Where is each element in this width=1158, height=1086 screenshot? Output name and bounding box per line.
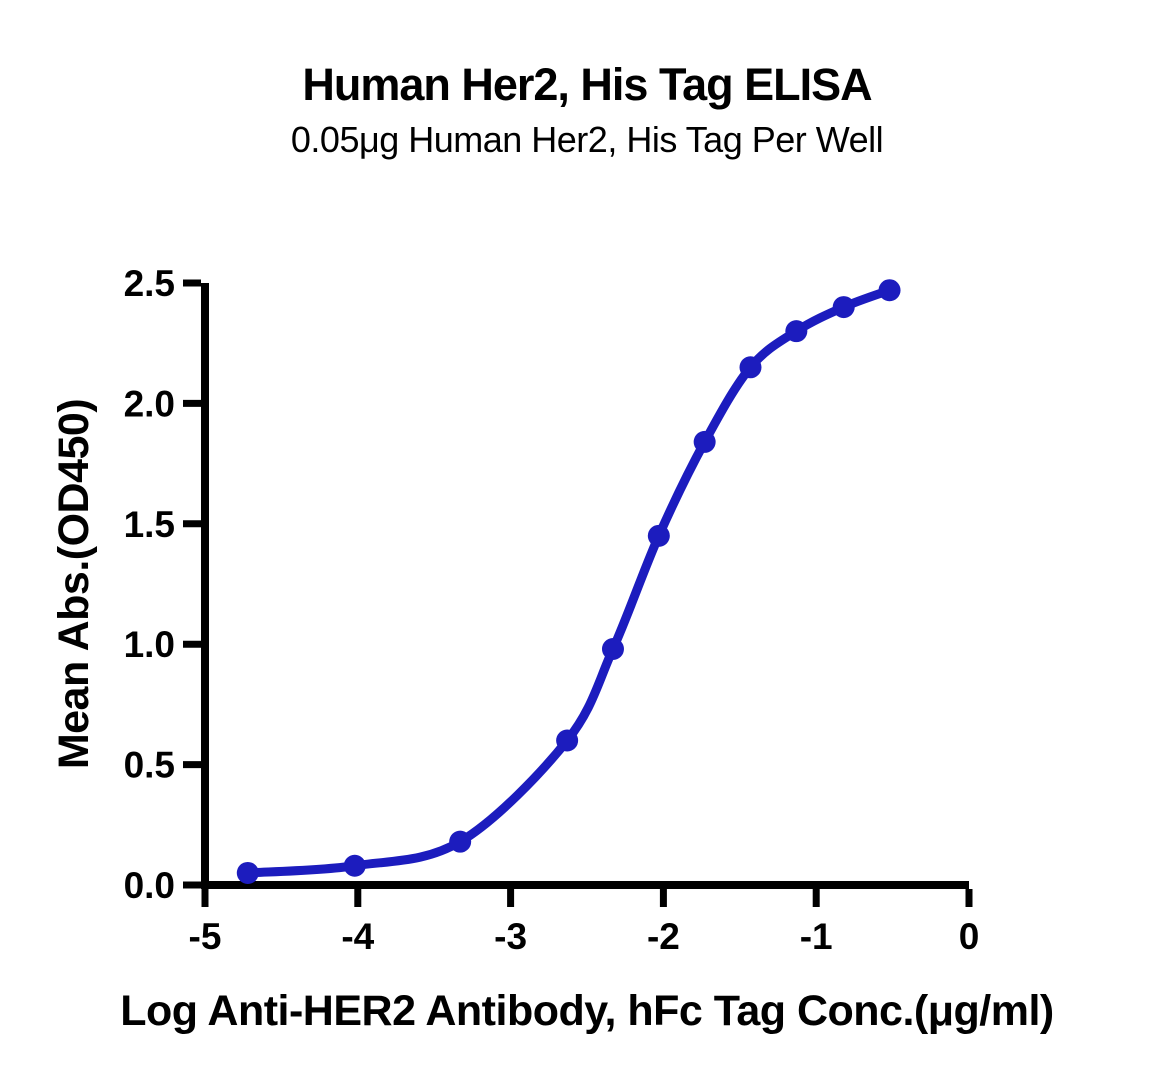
data-series [236,279,901,884]
data-point [556,729,579,752]
data-point [693,430,716,453]
chart-subtitle: 0.05μg Human Her2, His Tag Per Well [291,119,883,160]
y-tick-label: 2.0 [124,383,175,424]
y-tick-label: 2.5 [124,263,175,304]
x-tick-label: -2 [647,916,680,957]
x-tick-label: -1 [800,916,833,957]
fit-curve [243,285,895,878]
data-point [832,296,855,319]
y-axis-title: Mean Abs.(OD450) [50,399,98,769]
y-tick-label: 0.0 [124,865,175,906]
data-point [449,830,472,853]
data-point [878,279,901,302]
y-tick-label: 1.5 [124,504,175,545]
y-tick-label: 1.0 [124,624,175,665]
data-point [647,524,670,547]
chart-title: Human Her2, His Tag ELISA [302,59,872,110]
data-point [236,861,259,884]
data-point [785,320,808,343]
tick-labels: 0.0 0.5 1.0 1.5 2.0 2.5 -5 -4 -3 -2 -1 0 [124,263,980,957]
x-tick-label: -3 [494,916,527,957]
axis-ticks [183,279,973,907]
x-tick-label: 0 [959,916,980,957]
axes [201,283,969,889]
x-tick-label: -5 [189,916,222,957]
data-point [343,854,366,877]
x-axis-title: Log Anti-HER2 Antibody, hFc Tag Conc.(μg… [120,987,1054,1035]
y-tick-label: 0.5 [124,745,175,786]
x-tick-label: -4 [341,916,374,957]
axis-frame [201,283,969,889]
data-point [739,356,762,379]
data-point [601,638,624,661]
